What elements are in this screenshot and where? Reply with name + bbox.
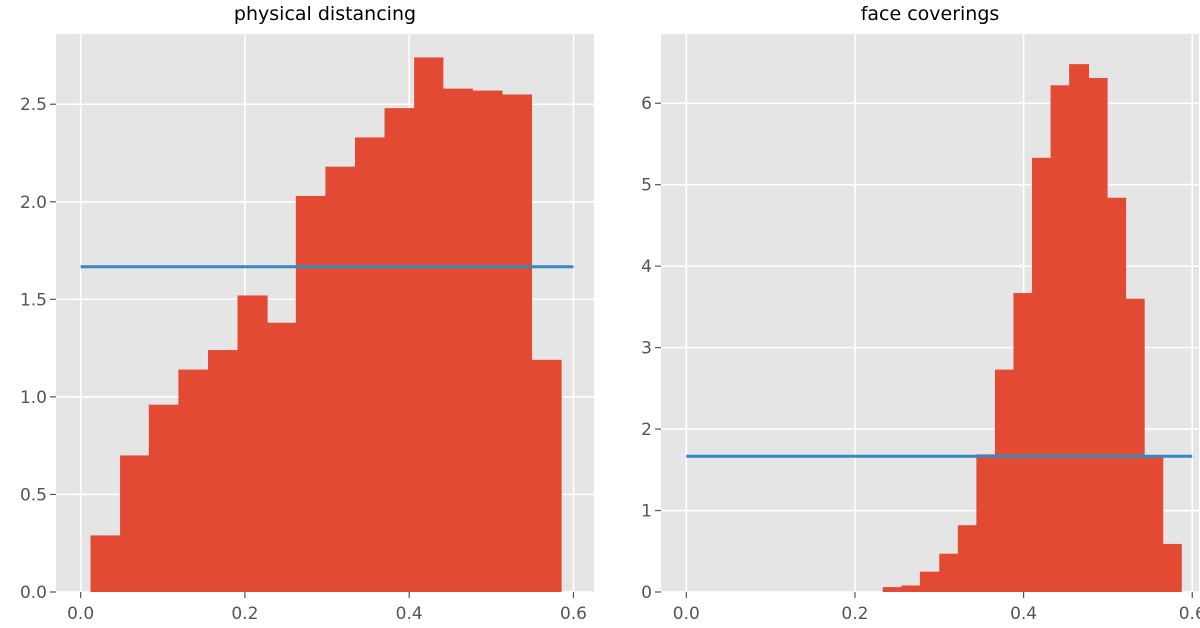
y-tick-label: 2.0: [20, 193, 47, 213]
x-tick-label: 0.4: [1010, 604, 1037, 624]
y-tick-label: 6: [641, 94, 652, 114]
histogram-bar: [882, 587, 902, 592]
histogram-bars: [882, 64, 1182, 593]
y-tick-label: 2: [641, 420, 652, 440]
histogram-bar: [325, 166, 356, 592]
histogram-bar: [1013, 293, 1033, 592]
histogram-bar: [90, 535, 121, 592]
histogram-bar: [531, 359, 562, 592]
histogram-bar: [1125, 298, 1145, 592]
histogram-bar: [994, 369, 1014, 592]
x-tick-label: 0.2: [231, 604, 258, 624]
histogram-bar: [442, 88, 473, 593]
histogram-bar: [267, 322, 297, 592]
x-tick-label: 0.6: [1179, 604, 1200, 624]
histogram-bar: [384, 108, 415, 592]
y-tick-label: 0: [641, 583, 652, 603]
histogram-bar: [148, 404, 179, 592]
histogram-bar: [1088, 77, 1108, 592]
y-tick-label: 1.5: [20, 290, 47, 310]
histogram-bar: [957, 525, 977, 592]
x-tick-label: 0.2: [841, 604, 868, 624]
histogram-bar: [178, 369, 209, 592]
histogram-bar: [1107, 197, 1127, 592]
y-tick-label: 1.0: [20, 388, 47, 408]
histogram-bar: [207, 350, 239, 592]
y-tick-label: 2.5: [20, 95, 47, 115]
y-tick-label: 5: [641, 176, 652, 196]
histogram-bar: [295, 195, 326, 592]
y-tick-label: 0.5: [20, 485, 47, 505]
chart-title: physical distancing: [234, 3, 416, 25]
tick-labels: 0.0 0.2 0.4 0.6 0 1 2 3 4 5 6: [641, 94, 1200, 624]
panel-physical-distancing: 0.0 0.2 0.4 0.6 0.0 0.5 1.0 1.5 2.0 2.5 physical …: [20, 3, 594, 624]
histogram-bar: [919, 571, 940, 592]
tick-labels: 0.0 0.2 0.4 0.6 0.0 0.5 1.0 1.5 2.0 2.5: [20, 95, 587, 624]
histogram-bar: [1050, 85, 1070, 593]
histogram-bars: [90, 57, 562, 593]
x-tick-label: 0.0: [673, 604, 700, 624]
histogram-bar: [1069, 64, 1090, 593]
histogram-bar: [939, 553, 959, 592]
histogram-bar: [414, 57, 444, 592]
x-tick-label: 0.0: [67, 604, 94, 624]
x-tick-label: 0.6: [560, 604, 587, 624]
histogram-bar: [502, 94, 533, 593]
histogram-bar: [1032, 157, 1052, 593]
histogram-bar: [1162, 543, 1182, 592]
chart-title: face coverings: [861, 3, 1000, 25]
histogram-bar: [237, 295, 268, 592]
histogram-bar: [976, 454, 996, 592]
y-tick-label: 3: [641, 339, 652, 359]
histogram-bar: [354, 137, 386, 593]
histogram-bar: [472, 90, 503, 593]
histogram-bar: [901, 585, 921, 592]
panel-face-coverings: 0.0 0.2 0.4 0.6 0 1 2 3 4 5 6 face coverings: [641, 3, 1200, 624]
y-tick-label: 4: [641, 257, 652, 277]
histogram-bar: [1144, 455, 1164, 592]
x-tick-label: 0.4: [396, 604, 423, 624]
histogram-bar: [120, 455, 150, 592]
y-tick-label: 0.0: [20, 583, 47, 603]
y-tick-label: 1: [641, 502, 652, 522]
